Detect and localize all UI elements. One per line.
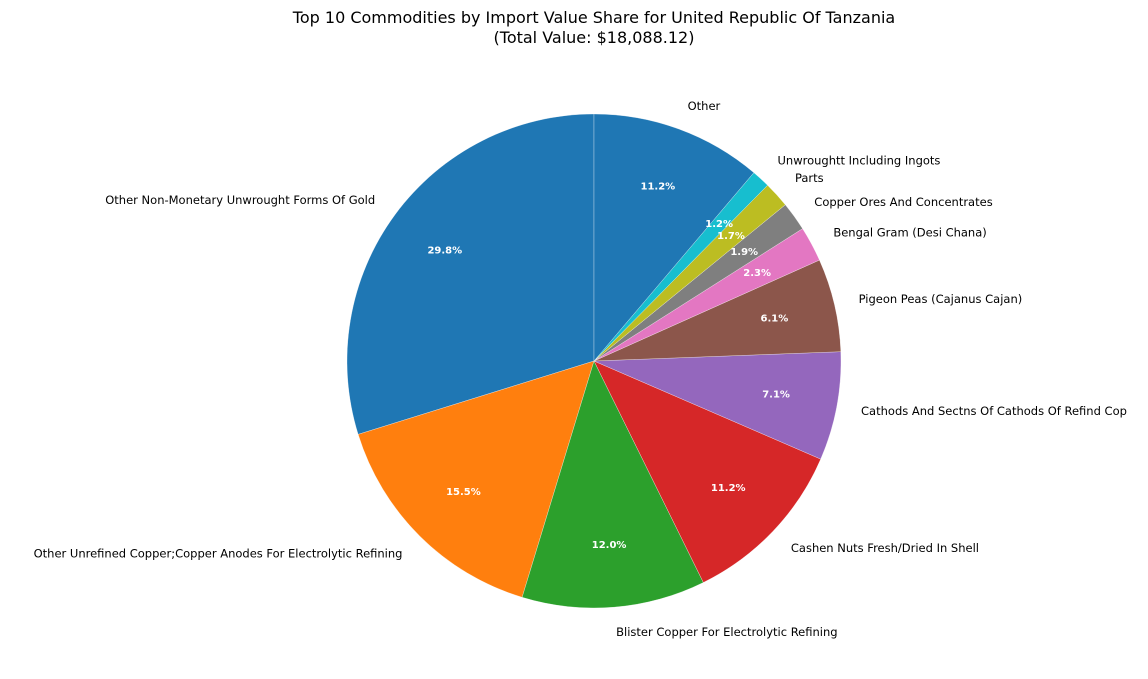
slice-label: Other Unrefined Copper;Copper Anodes For… [34, 547, 403, 561]
slice-label: Bengal Gram (Desi Chana) [833, 225, 986, 239]
slice-percent-label: 7.1% [762, 390, 790, 401]
slice-percent-label: 1.2% [705, 219, 733, 230]
slice-label: Other [688, 99, 721, 113]
slice-label: Unwroughtt Including Ingots [777, 154, 940, 168]
pie-slices [346, 113, 842, 609]
slice-percent-label: 15.5% [446, 487, 481, 498]
slice-label: Parts [795, 171, 824, 185]
chart-title: Top 10 Commodities by Import Value Share… [0, 8, 1148, 48]
pie-slice [357, 360, 595, 598]
slice-percent-label: 6.1% [761, 313, 789, 324]
slice-label: Cathods And Sectns Of Cathods Of Refind … [861, 404, 1127, 418]
pie-slice [593, 113, 755, 362]
pie-slice [593, 351, 842, 460]
pie-slice [346, 113, 595, 435]
slice-percent-label: 1.9% [730, 247, 758, 258]
chart-subtitle: (Total Value: $18,088.12) [493, 28, 695, 47]
slice-percent-label: 11.2% [640, 182, 675, 193]
slice-label: Blister Copper For Electrolytic Refining [616, 625, 837, 639]
pie-slice [521, 360, 704, 609]
slice-percent-label: 2.3% [743, 268, 771, 279]
slice-percent-label: 29.8% [427, 246, 462, 257]
slice-label: Copper Ores And Concentrates [814, 195, 992, 209]
slice-percent-label: 11.2% [711, 483, 746, 494]
slice-percent-label: 12.0% [592, 540, 627, 551]
slice-label: Cashen Nuts Fresh/Dried In Shell [791, 541, 979, 555]
slice-label: Pigeon Peas (Cajanus Cajan) [859, 292, 1023, 306]
pie-slice [593, 360, 821, 583]
slice-label: Other Non-Monetary Unwrought Forms Of Go… [105, 193, 375, 207]
slice-percent-label: 1.7% [717, 231, 745, 242]
chart-title-line: Top 10 Commodities by Import Value Share… [292, 8, 896, 27]
pie-labels: Other Non-Monetary Unwrought Forms Of Go… [34, 99, 1127, 639]
